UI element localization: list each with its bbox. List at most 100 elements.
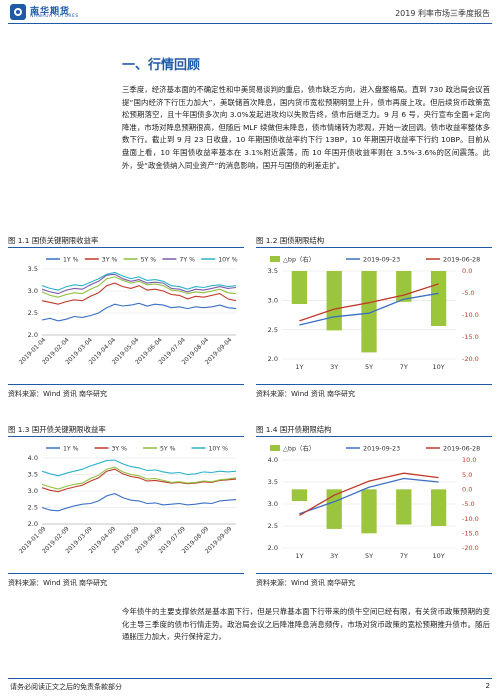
- y-tick-label-left: 2.0: [268, 544, 278, 552]
- chart-cdb-term-structure: △bp（右） 2019-09-23 2019-06-28 2.0 2.5 3.0 3.5 4.…: [268, 444, 480, 561]
- legend-label: 10Y %: [209, 446, 229, 453]
- figure-1-title: 图 1.1 国债关键期限收益率: [8, 236, 99, 245]
- legend-label: 1Y %: [63, 446, 79, 453]
- y-tick-label: 2.0: [28, 520, 38, 528]
- header-divider: [8, 23, 492, 24]
- y-tick-label-right: -5.0: [462, 500, 475, 508]
- y-tick-label: 2.0: [28, 331, 38, 339]
- chart-cdb-yields: 1Y % 3Y % 5Y % 10Y %2.02.53.03.54.02019-01-…: [18, 446, 237, 555]
- page-number: 2: [485, 682, 490, 690]
- y-tick-label-right: -15.0: [462, 333, 479, 341]
- bar: [430, 489, 447, 526]
- bar: [430, 271, 447, 326]
- bar: [326, 489, 342, 529]
- y-tick-label-right: -10.0: [462, 311, 479, 319]
- report-title: 2019 利率市场三季度报告: [395, 9, 490, 18]
- x-tick-label: 10Y: [432, 363, 444, 371]
- y-tick-label-right: 0.0: [462, 267, 472, 275]
- curve-line: [299, 472, 439, 516]
- curve-line: [299, 283, 439, 322]
- bar: [361, 489, 377, 534]
- bar: [396, 271, 412, 302]
- page-header: 南华期货 NANHUA FUTURES 2019 利率市场三季度报告: [0, 0, 500, 24]
- y-tick-label-left: 3.5: [268, 478, 278, 486]
- x-tick-label: 1Y: [295, 363, 303, 371]
- x-tick-label: 7Y: [400, 552, 408, 560]
- series-line: [41, 282, 237, 305]
- figure-3-bottom-rule: [8, 573, 244, 574]
- legend-label: 7Y %: [179, 257, 195, 264]
- legend-label: 2019-06-28: [443, 445, 480, 453]
- y-tick-label: 3.5: [28, 265, 38, 273]
- y-tick-label-left: 3.0: [268, 500, 278, 508]
- bar: [326, 271, 342, 331]
- series-line: [41, 459, 237, 477]
- series-line: [41, 302, 237, 322]
- figure-4-title: 图 1.4 国开债期限结构: [256, 425, 332, 434]
- legend-label: 3Y %: [102, 257, 118, 264]
- legend-label: 1Y %: [63, 257, 79, 264]
- y-tick-label: 2.5: [28, 504, 38, 512]
- bar: [396, 489, 412, 525]
- series-line: [41, 271, 237, 291]
- figure-2-source: 资料来源：Wind 资讯 南华研究: [256, 390, 356, 398]
- footer-disclaimer: 请务必阅读正文之后的免责条款部分: [10, 683, 122, 691]
- figure-3-top-rule: [8, 436, 244, 437]
- bar: [291, 489, 308, 502]
- figure-1-source: 资料来源：Wind 资讯 南华研究: [8, 390, 108, 398]
- legend-label: 2019-06-28: [443, 256, 480, 264]
- y-tick-label-right: -20.0: [462, 544, 479, 552]
- x-tick-label: 5Y: [365, 552, 373, 560]
- legend-label: 5Y %: [160, 446, 176, 453]
- curve-line: [299, 477, 439, 515]
- y-tick-label-left: 2.0: [268, 355, 278, 363]
- legend-swatch: [270, 256, 280, 262]
- y-tick-label-left: 4.0: [268, 456, 278, 464]
- figure-4-top-rule: [256, 436, 492, 437]
- y-tick-label-left: 2.5: [268, 522, 278, 530]
- figure-3-source: 资料来源：Wind 资讯 南华研究: [8, 579, 108, 587]
- y-tick-label-left: 3.0: [268, 297, 278, 305]
- y-tick-label-right: -5.0: [462, 289, 475, 297]
- legend-label: 5Y %: [141, 257, 157, 264]
- x-tick-label: 5Y: [365, 363, 373, 371]
- paragraph-intro: 三季度，经济基本面的不确定性和中美贸易谈判的重启，债市缺乏方向，进入盘整格局。直…: [122, 85, 490, 170]
- figure-3-title: 图 1.3 国开债关键期限收益率: [8, 425, 106, 434]
- y-tick-label-right: 0.0: [462, 486, 472, 494]
- figure-1-bottom-rule: [8, 384, 244, 385]
- y-tick-label: 3.0: [28, 487, 38, 495]
- y-tick-label-right: 5.0: [462, 471, 472, 479]
- legend-swatch: [270, 445, 280, 451]
- series-line: [41, 493, 237, 512]
- figure-4-source: 资料来源：Wind 资讯 南华研究: [256, 579, 356, 587]
- curve-line: [299, 292, 439, 326]
- series-line: [41, 466, 237, 490]
- section-heading: 一、行情回顾: [122, 58, 201, 73]
- legend-label: △bp（右）: [283, 444, 315, 453]
- figure-2-top-rule: [256, 247, 492, 248]
- logo-text-en: NANHUA FUTURES: [30, 14, 79, 19]
- y-tick-label-left: 2.5: [268, 326, 278, 334]
- figure-4-bottom-rule: [256, 573, 492, 574]
- figure-2-bottom-rule: [256, 384, 492, 385]
- x-tick-label: 3Y: [330, 363, 338, 371]
- y-tick-label-left: 3.5: [268, 267, 278, 275]
- legend-label: 2019-09-23: [363, 256, 400, 264]
- bar: [291, 271, 308, 304]
- legend-label: △bp（右）: [283, 255, 315, 264]
- y-tick-label: 4.0: [28, 454, 38, 462]
- paragraph-analysis: 今年债牛的主要支撑依然是基本面下行，但是只靠基本面下行带来的债牛空间已经有限，有…: [122, 607, 490, 642]
- x-tick-label: 3Y: [330, 552, 338, 560]
- figure-1-top-rule: [8, 247, 244, 248]
- nanhua-logo: 南华期货 NANHUA FUTURES: [10, 4, 110, 22]
- legend-label: 10Y %: [218, 257, 238, 264]
- chart-treasury-term-structure: △bp（右） 2019-09-23 2019-06-28 2.0 2.5 3.0 3.5 0.…: [268, 255, 480, 372]
- legend-label: 3Y %: [112, 446, 128, 453]
- x-tick-label: 1Y: [295, 552, 303, 560]
- y-tick-label: 3.0: [28, 287, 38, 295]
- x-tick-label: 10Y: [432, 552, 444, 560]
- y-tick-label-right: 10.0: [462, 456, 476, 464]
- x-tick-label: 7Y: [400, 363, 408, 371]
- bar: [361, 271, 377, 353]
- y-tick-label-right: -10.0: [462, 515, 479, 523]
